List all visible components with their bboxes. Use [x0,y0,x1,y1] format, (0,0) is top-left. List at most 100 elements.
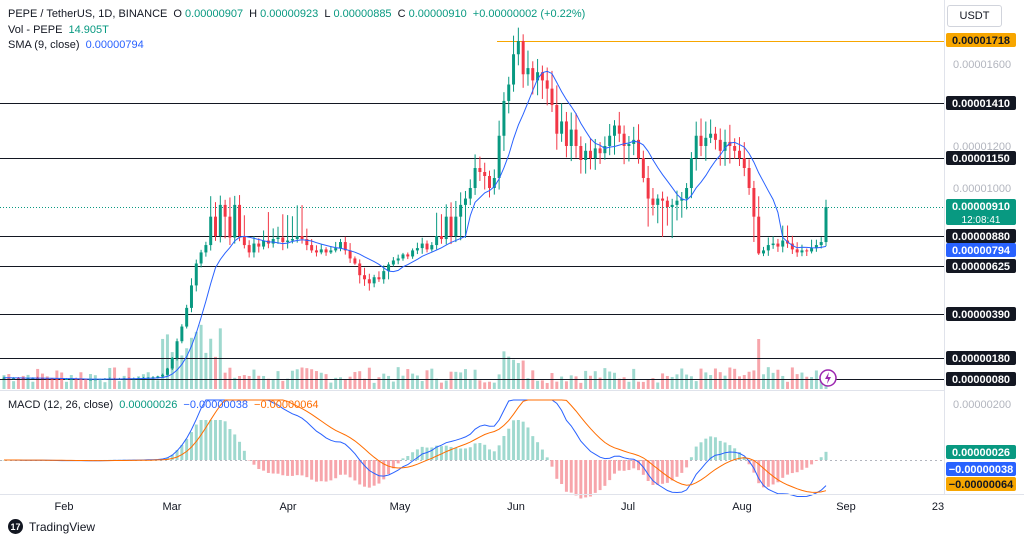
candle [641,158,645,178]
candle [459,204,463,217]
volume-bar [757,339,761,389]
volume-bar [396,367,400,389]
price-tag [946,243,1016,257]
volume-bar [675,374,679,389]
symbol-title[interactable]: PEPE / TetherUS, 1D, BINANCE [8,8,168,20]
volume-bar [31,381,35,389]
candle [233,204,237,238]
candle [65,379,68,380]
volume-bar [728,367,732,389]
candle [574,129,578,146]
macd-hist-bar [757,460,761,484]
volume-bar [613,372,616,389]
candle [468,188,472,199]
candle [588,150,592,158]
volume-bar [641,381,645,389]
macd-hist-bar [353,460,357,481]
macd-hist-bar [545,457,549,460]
macd-hist-bar [223,421,227,460]
volume-bar [228,367,232,389]
candle [675,200,679,205]
volume-bar [103,382,107,389]
candle [161,374,165,377]
volume-bar [603,368,607,389]
candle [670,204,674,207]
volume-bar [699,368,703,389]
volume-bar [281,380,285,389]
volume-bar [536,380,540,389]
macd-hist-bar [468,447,472,460]
candle [492,178,496,188]
volume-bar [516,363,520,389]
macd-hist-bar [459,448,463,460]
macd-line [4,399,827,497]
candle [497,135,501,178]
macd-hist-bar [430,447,434,460]
candle [502,100,506,136]
candle [622,133,626,146]
candle [637,139,641,158]
macd-hist-bar [209,420,213,460]
macd-hist-bar [199,420,203,460]
volume-bar [60,372,64,389]
candle [632,139,636,144]
candle [814,245,818,249]
candle [555,105,559,134]
candle [238,204,242,236]
volume-bar [627,381,631,389]
candle [540,72,544,81]
price-tick-label: 0.00001600 [953,59,1011,71]
lightning-icon[interactable] [819,369,837,387]
candle [324,249,328,253]
macd-hist-bar [593,460,597,493]
volume-bar [141,374,145,389]
currency-button[interactable]: USDT [947,5,1002,27]
volume-bar [420,380,424,389]
volume-bar [343,379,347,389]
macd-hist-bar [795,460,799,473]
candle [699,135,703,146]
volume-bar [560,376,564,389]
candle [444,216,448,240]
macd-hist-bar [651,460,655,485]
candle [762,250,765,254]
candle [439,236,443,240]
macd-hist-bar [718,440,722,460]
candle [651,198,655,205]
candle [406,254,410,257]
macd-hist-bar [819,457,823,460]
macd-tag [946,462,1016,476]
macd-hist-bar [363,460,367,487]
macd-hist-bar [185,438,189,460]
volume-bar [98,380,102,389]
price-tag [946,199,1016,225]
macd-hist-bar [415,449,419,460]
candle [661,198,665,201]
volume-value: 14.905T [68,24,109,36]
macd-hist-bar [613,460,616,474]
low-label: L [324,8,331,20]
volume-bar [324,374,328,389]
time-tick-label: 23 [932,501,944,513]
volume-bar [713,368,717,389]
macd-hist-bar [262,460,266,471]
candle [488,176,491,188]
volume-bar [651,378,655,389]
macd-hist-bar [180,444,184,460]
macd-hist-bar [377,460,381,484]
macd-hist-bar [358,460,362,485]
volume-bar [156,380,160,389]
volume-bar [204,352,208,389]
volume-bar [680,368,684,389]
macd-hist-bar [348,460,352,478]
price-tag-text: 0.00001150 [952,153,1010,165]
macd-hist-bar [497,445,501,460]
macd-hist-bar [646,460,650,482]
macd-hist-bar [521,421,525,460]
volume-bar [74,379,78,389]
candle [334,248,338,251]
candle [343,242,347,251]
price-tag-text: 0.00000390 [952,309,1010,321]
price-tag [946,151,1016,165]
